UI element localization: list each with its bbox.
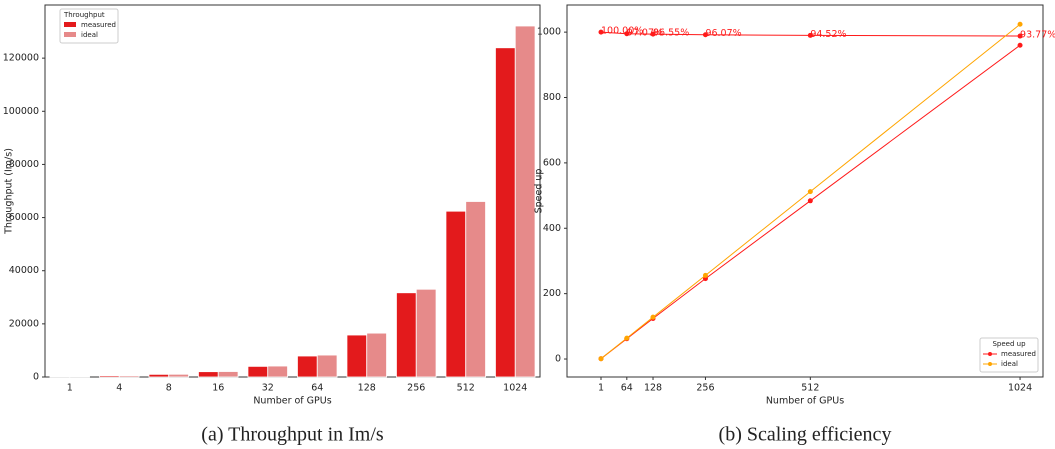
efficiency-point [702,32,708,38]
legend-label: measured [1001,350,1036,358]
efficiency-point [807,32,813,38]
series-point [1017,21,1023,27]
series-point [650,314,656,320]
caption: (a) Throughput in Im/s [201,424,384,446]
x-tick-label: 64 [311,383,323,394]
y-tick-label: 1000 [537,27,561,38]
bar [396,292,417,378]
y-tick-label: 40000 [9,265,39,276]
bar [247,365,269,378]
x-tick-label: 32 [262,383,274,394]
bar [415,288,437,378]
y-tick-label: 80000 [9,159,39,170]
x-tick-label: 1024 [1008,383,1032,394]
series-point [807,198,813,204]
x-tick-label: 1 [598,383,604,394]
bar [118,375,140,378]
series-point [598,356,604,362]
x-axis-label: Number of GPUs [766,396,844,407]
y-tick-label: 60000 [9,212,39,223]
y-tick-label: 100000 [3,106,39,117]
x-tick-label: 512 [457,383,475,394]
efficiency-point [624,31,630,37]
legend-label: ideal [1001,360,1018,368]
y-tick-label: 0 [33,372,39,383]
y-tick-label: 200 [543,288,561,299]
efficiency-label: 94.52% [810,29,846,40]
series-point [702,272,708,278]
x-tick-label: 512 [801,383,819,394]
legend-title: Throughput [63,11,105,19]
y-tick-label: 120000 [3,53,39,64]
bar [297,355,318,378]
efficiency-label: 100.00% [601,26,643,37]
bar [366,332,387,378]
bar [316,354,338,378]
y-tick-label: 20000 [9,318,39,329]
y-tick-label: 800 [543,92,561,103]
x-tick-label: 4 [116,383,122,394]
x-tick-label: 16 [212,383,224,394]
series-point [807,189,813,195]
efficiency-label: 93.77% [1020,30,1055,41]
series-point [1017,42,1023,48]
x-tick-label: 1 [67,383,73,394]
bar [99,375,120,378]
bar [465,201,486,378]
legend-label: ideal [81,31,98,39]
legend-swatch [64,22,76,27]
efficiency-label: 97.07% [627,27,663,38]
bar [148,373,170,378]
efficiency-label: 96.07% [705,28,741,39]
bar [346,334,368,378]
bar [217,371,239,378]
x-tick-label: 128 [358,383,376,394]
x-tick-label: 128 [644,383,662,394]
x-axis-label: Number of GPUs [253,396,331,407]
bar [267,365,288,378]
x-tick-label: 256 [696,383,714,394]
y-axis-label: Speed up [534,169,545,214]
efficiency-label: 96.55% [653,28,689,39]
plot-frame [44,4,541,378]
legend-title: Speed up [992,340,1026,348]
legend-label: measured [81,21,116,29]
bar [514,25,536,378]
legend-marker [988,362,992,366]
x-tick-label: 1024 [503,383,527,394]
y-tick-label: 600 [543,157,561,168]
x-tick-label: 8 [166,383,172,394]
efficiency-point [650,31,656,37]
series-point [624,335,630,341]
caption: (b) Scaling efficiency [719,424,892,446]
y-tick-label: 0 [555,354,561,365]
efficiency-point [1017,33,1023,39]
bar [168,373,189,378]
x-tick-label: 256 [407,383,425,394]
efficiency-line [600,31,1021,37]
efficiency-point [598,29,604,35]
x-tick-label: 64 [621,383,633,394]
y-tick-label: 400 [543,223,561,234]
bar [198,371,219,378]
bar [445,210,467,378]
bar [495,47,516,378]
y-axis-label: Throughput (Im/s) [4,148,15,235]
series-line [600,23,1021,360]
legend-swatch [64,32,76,37]
plot-frame [566,4,1044,378]
legend-marker [988,352,992,356]
